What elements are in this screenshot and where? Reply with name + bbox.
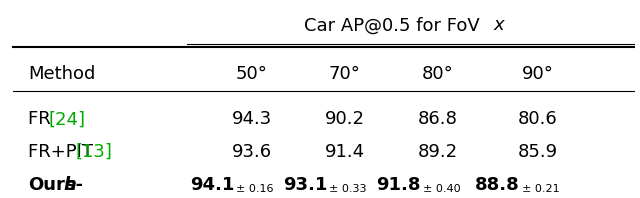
- Text: ± 0.40: ± 0.40: [422, 184, 460, 194]
- Text: h: h: [63, 176, 76, 194]
- Text: 85.9: 85.9: [517, 143, 557, 161]
- Text: 50°: 50°: [236, 65, 268, 83]
- Text: [13]: [13]: [76, 143, 112, 161]
- Text: 94.1: 94.1: [190, 176, 234, 194]
- Text: 90°: 90°: [522, 65, 554, 83]
- Text: 93.6: 93.6: [232, 143, 272, 161]
- Text: Car AP@0.5 for FoV: Car AP@0.5 for FoV: [303, 16, 479, 34]
- Text: 91.8: 91.8: [376, 176, 420, 194]
- Text: 93.1: 93.1: [283, 176, 328, 194]
- Text: 70°: 70°: [329, 65, 361, 83]
- Text: 80.6: 80.6: [518, 110, 557, 129]
- Text: 90.2: 90.2: [325, 110, 365, 129]
- Text: Ours-: Ours-: [28, 176, 83, 194]
- Text: 80°: 80°: [422, 65, 454, 83]
- Text: 89.2: 89.2: [418, 143, 458, 161]
- Text: ± 0.33: ± 0.33: [330, 184, 367, 194]
- Text: FR+PIT: FR+PIT: [28, 143, 99, 161]
- Text: x: x: [494, 16, 504, 34]
- Text: Method: Method: [28, 65, 96, 83]
- Text: 94.3: 94.3: [232, 110, 272, 129]
- Text: FR: FR: [28, 110, 57, 129]
- Text: ± 0.16: ± 0.16: [236, 184, 274, 194]
- Text: 86.8: 86.8: [418, 110, 458, 129]
- Text: ± 0.21: ± 0.21: [522, 184, 559, 194]
- Text: 88.8: 88.8: [476, 176, 520, 194]
- Text: 91.4: 91.4: [325, 143, 365, 161]
- Text: [24]: [24]: [49, 110, 85, 129]
